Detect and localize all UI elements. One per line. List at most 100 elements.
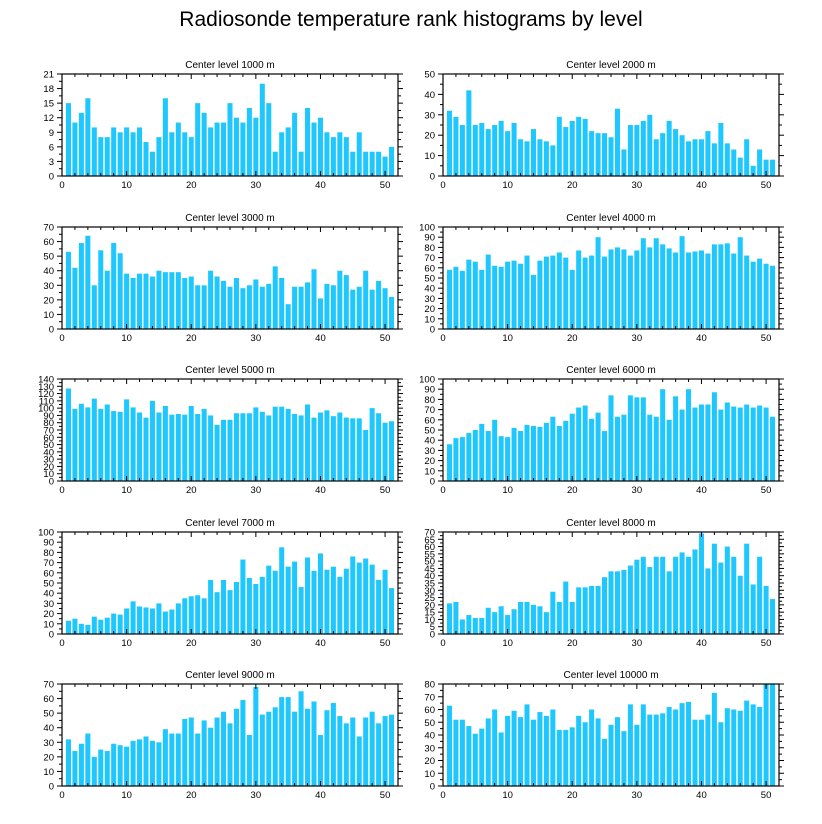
y-tick-label: 20 (424, 600, 435, 611)
y-tick-label: 80 (43, 418, 54, 429)
bar (124, 399, 130, 481)
bar (272, 406, 278, 481)
bar (692, 251, 698, 329)
y-tick-label: 20 (424, 456, 435, 467)
bar (627, 565, 633, 634)
bar (376, 151, 382, 176)
bar (737, 157, 743, 176)
bar (518, 601, 524, 634)
bar (505, 715, 511, 787)
bar (311, 570, 317, 634)
x-tick-label: 20 (186, 180, 197, 191)
bar (201, 408, 207, 481)
bar (162, 729, 168, 786)
bar (718, 562, 724, 634)
bar (350, 556, 356, 634)
y-tick-label: 90 (424, 233, 435, 244)
bar (162, 405, 168, 481)
bar (666, 706, 672, 786)
bar (221, 419, 227, 481)
x-tick-label: 20 (186, 790, 197, 801)
bar (317, 412, 323, 481)
y-tick-label: 10 (424, 466, 435, 477)
bar (724, 402, 730, 481)
bar (757, 258, 763, 329)
y-tick-label: 0 (49, 782, 54, 793)
bar (621, 249, 627, 329)
y-tick-label: 60 (424, 263, 435, 274)
bar (614, 571, 620, 634)
bar (246, 577, 252, 634)
x-tick-label: 20 (567, 485, 578, 496)
bar (453, 266, 459, 329)
bar (253, 407, 259, 481)
bar (466, 259, 472, 329)
bar (330, 702, 336, 786)
bar (311, 122, 317, 176)
bar (330, 566, 336, 634)
bar (485, 718, 491, 786)
x-tick-label: 10 (121, 790, 132, 801)
bar (324, 710, 330, 786)
bar (770, 684, 776, 786)
x-tick-label: 10 (121, 180, 132, 191)
bar (608, 249, 614, 329)
y-tick-label: 40 (43, 589, 54, 600)
bar (634, 397, 640, 481)
bar (466, 433, 472, 481)
y-tick-label: 20 (424, 756, 435, 767)
bar (317, 553, 323, 634)
bar (175, 272, 181, 329)
bar (91, 398, 97, 481)
bar (259, 576, 265, 634)
bar (750, 261, 756, 329)
bar (311, 701, 317, 786)
bar (537, 260, 543, 329)
x-tick-label: 20 (567, 333, 578, 344)
bar (169, 132, 175, 176)
bar (285, 127, 291, 176)
bar (130, 278, 136, 329)
bar (614, 247, 620, 329)
bar (369, 408, 375, 481)
bar (498, 266, 504, 329)
bar (524, 255, 530, 329)
bar (589, 255, 595, 329)
x-tick-label: 10 (502, 790, 513, 801)
bar (505, 261, 511, 329)
bar (737, 575, 743, 634)
bar (266, 711, 272, 786)
bar (698, 533, 704, 634)
bar (298, 415, 304, 481)
x-tick-label: 0 (440, 333, 445, 344)
bar (78, 403, 84, 481)
bar (389, 146, 395, 176)
bar (563, 420, 569, 481)
bar (221, 280, 227, 329)
bar (446, 110, 452, 176)
bar (208, 127, 214, 176)
bar (711, 543, 717, 634)
bar (498, 606, 504, 634)
bar (253, 117, 259, 176)
bar (750, 165, 756, 176)
bar (298, 151, 304, 176)
panel-10: Center level 10000 m0 10 20 30 40 50010203040… (424, 670, 784, 801)
panel-title: Center level 2000 m (566, 60, 656, 71)
bar (117, 132, 123, 176)
bar (356, 418, 362, 481)
x-tick-label: 50 (761, 485, 772, 496)
bar (608, 137, 614, 176)
bar (143, 736, 149, 786)
x-tick-label: 40 (315, 333, 326, 344)
bar (627, 255, 633, 329)
panel-7: Center level 7000 m0 10 20 30 40 500102030405… (38, 518, 403, 649)
y-tick-label: 60 (424, 705, 435, 716)
bar (770, 599, 776, 634)
y-tick-label: 20 (43, 609, 54, 620)
bar (98, 408, 104, 481)
bar (711, 143, 717, 176)
bar (305, 708, 311, 786)
bar (201, 598, 207, 634)
bar (466, 726, 472, 786)
